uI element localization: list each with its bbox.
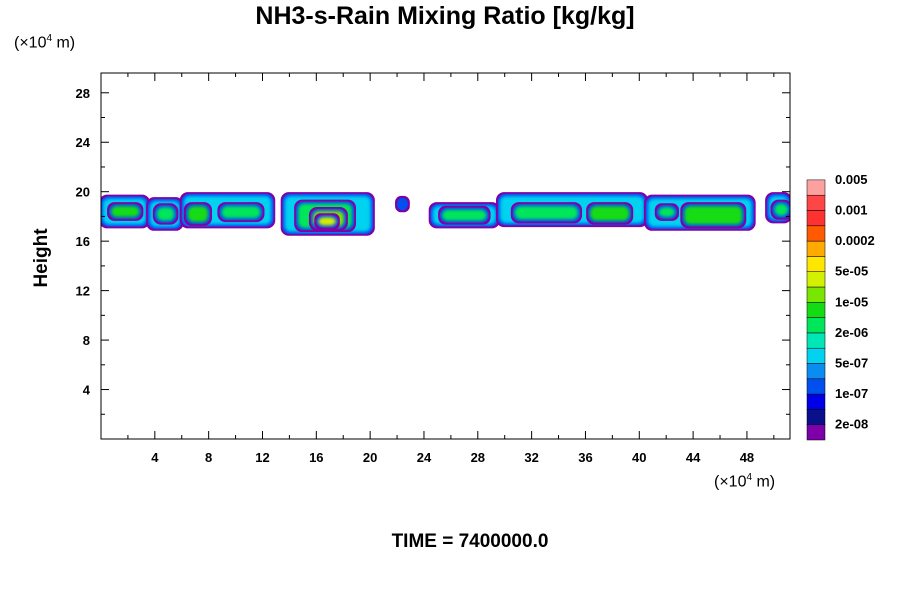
colorbar-swatch (806, 225, 826, 242)
chart-title: NH3-s-Rain Mixing Ratio [kg/kg] (255, 2, 635, 30)
contour-region (399, 199, 406, 209)
colorbar-swatch (806, 363, 826, 380)
x-tick-label: 24 (417, 450, 432, 465)
colorbar-label: 0.005 (835, 172, 868, 187)
colorbar-swatch (806, 332, 826, 349)
y-tick-label: 20 (76, 185, 90, 200)
colorbar-label: 2e-06 (835, 325, 868, 340)
colorbar-swatch (806, 271, 826, 288)
y-tick-label: 4 (83, 383, 91, 398)
contour-region (684, 206, 743, 225)
colorbar-swatch (806, 393, 826, 410)
colorbar-swatch (806, 286, 826, 303)
colorbar-label: 1e-05 (835, 294, 868, 309)
x-tick-label: 28 (471, 450, 485, 465)
x-tick-label: 8 (205, 450, 212, 465)
plot-frame (100, 72, 791, 440)
colorbar-swatch (806, 302, 826, 318)
colorbar-swatch (806, 317, 826, 334)
x-tick-label: 40 (632, 450, 646, 465)
time-label: TIME = 7400000.0 (391, 531, 549, 552)
contour-region (187, 206, 209, 222)
colorbar-swatch (806, 256, 826, 272)
x-tick-label: 16 (309, 450, 323, 465)
y-tick-label: 12 (76, 284, 90, 299)
y-tick-label: 24 (76, 135, 91, 150)
x-tick-label: 4 (151, 450, 159, 465)
colorbar-swatch (806, 210, 826, 227)
contour-region (774, 203, 788, 216)
x-unit-label: (×104 m) (714, 472, 776, 491)
contour-region (658, 207, 675, 217)
x-tick-label: 36 (578, 450, 592, 465)
y-tick-label: 28 (76, 86, 90, 101)
x-tick-label: 32 (524, 450, 538, 465)
colorbar-label: 0.0002 (835, 233, 875, 248)
y-tick-label: 8 (83, 333, 90, 348)
contour-region (111, 206, 140, 217)
x-tick-label: 12 (255, 450, 269, 465)
colorbar-swatch (806, 347, 826, 364)
colorbar-label: 0.001 (835, 203, 868, 218)
x-tick-label: 20 (363, 450, 377, 465)
colorbar-swatch (806, 240, 826, 257)
y-unit-label: (×104 m) (14, 33, 76, 52)
contour-region (156, 207, 175, 221)
contour-field (101, 192, 790, 236)
colorbar-swatch (806, 194, 826, 211)
colorbar-label: 5e-07 (835, 356, 868, 371)
y-tick-label: 16 (76, 234, 90, 249)
colorbar: 2e-08 1e-07 5e-07 2e-06 1e-05 5e-05 0.0002 0.00… (806, 172, 875, 441)
colorbar-label: 2e-08 (835, 417, 868, 432)
contour-region (221, 206, 261, 219)
x-tick-label: 48 (740, 450, 754, 465)
colorbar-label: 1e-07 (835, 386, 868, 401)
contour-region (318, 217, 336, 226)
colorbar-swatch (806, 378, 826, 395)
colorbar-swatch (806, 409, 826, 425)
colorbar-label: 5e-05 (835, 264, 868, 279)
contour-region (442, 209, 487, 221)
colorbar-swatch (806, 179, 826, 196)
x-tick-label: 44 (686, 450, 701, 465)
contour-region (590, 206, 630, 221)
contour-region (514, 206, 579, 220)
colorbar-swatch (806, 424, 826, 441)
